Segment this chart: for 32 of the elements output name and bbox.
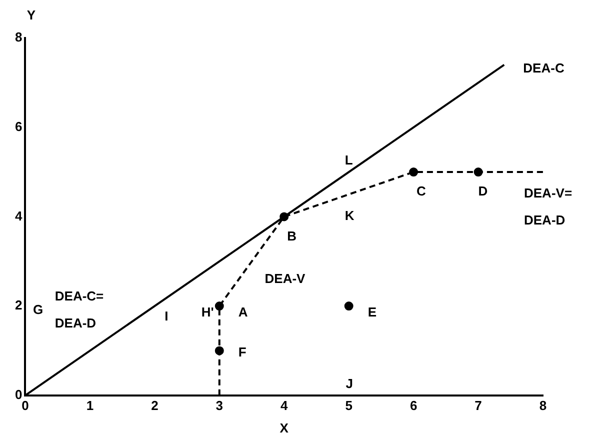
annotation: B (287, 228, 297, 244)
annotation: J (346, 376, 353, 391)
annotation: D (478, 184, 488, 199)
x-tick-label: 5 (345, 398, 352, 413)
annotation: A (238, 304, 248, 320)
annotation: DEA-C= DEA-D (54, 288, 104, 330)
x-tick-label: 8 (539, 398, 547, 413)
annotation: E (368, 304, 377, 320)
annotation: DEA-V= DEA-D (524, 186, 572, 228)
x-tick-label: 7 (474, 398, 482, 413)
x-axis-title: X (280, 420, 289, 436)
x-tick-label: 3 (216, 398, 224, 413)
annotation: C (416, 184, 427, 199)
y-tick-label: 0 (14, 386, 22, 402)
y-tick-label: 2 (14, 298, 22, 313)
point (344, 302, 354, 311)
annotation: L (344, 152, 353, 168)
annotation: K (344, 208, 355, 223)
y-tick-label: 6 (14, 118, 22, 134)
annotation: I (164, 308, 168, 324)
annotation: DEA-C (523, 60, 565, 76)
annotation: F (238, 344, 246, 360)
x-tick-label: 4 (280, 398, 288, 413)
x-tick-label: 2 (151, 398, 158, 413)
y-tick-label: 8 (14, 30, 22, 45)
x-tick-label: 6 (410, 398, 418, 413)
y-tick-label: 4 (14, 208, 23, 224)
y-axis-title: Y (26, 8, 36, 23)
annotation: G (32, 302, 44, 318)
annotation: DEA-V (264, 270, 306, 286)
x-tick-label: 1 (86, 398, 94, 413)
annotation: H' (201, 304, 214, 320)
